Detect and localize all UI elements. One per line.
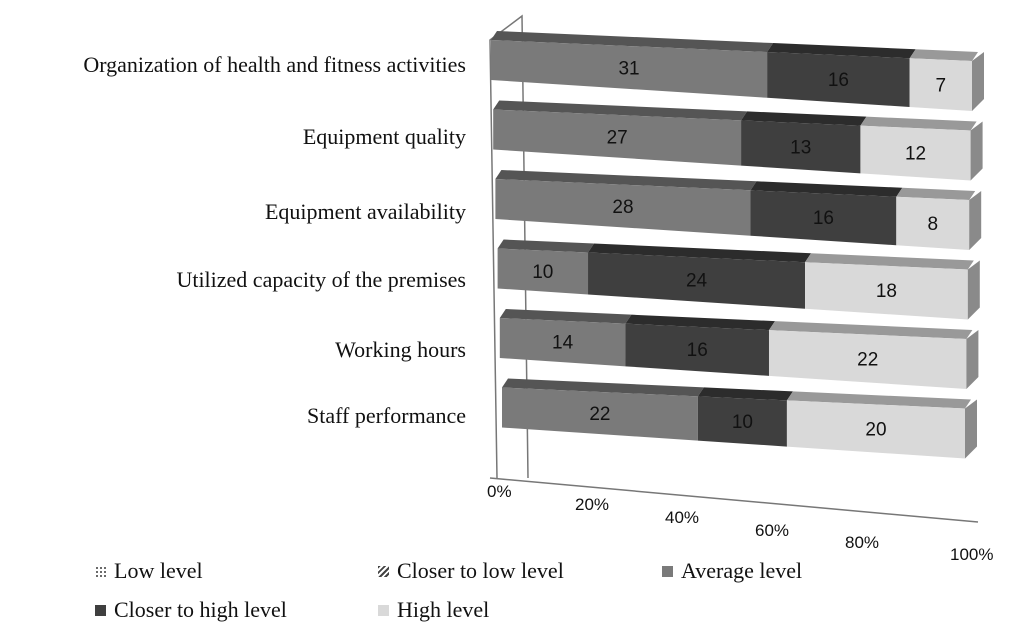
data-label: 10	[732, 412, 753, 433]
x-tick-label: 20%	[575, 495, 609, 514]
bar-segment	[767, 52, 910, 107]
bar-segment-top	[896, 187, 976, 200]
legend-label: Low level	[114, 558, 203, 583]
data-label: 18	[876, 281, 897, 302]
x-tick-label: 60%	[755, 521, 789, 540]
data-label: 16	[813, 208, 834, 229]
legend-swatch-icon	[378, 565, 389, 577]
bar-segment-top	[495, 170, 757, 191]
bar-segment-top	[491, 31, 774, 53]
legend-swatch-icon	[95, 604, 106, 616]
bar-row-4: 14 16 22	[499, 309, 979, 389]
x-tick-label: 80%	[845, 533, 879, 552]
bar-segment-top	[588, 243, 812, 263]
bar-segment-top	[497, 239, 595, 253]
legend-item: Closer to low level	[378, 558, 564, 584]
category-label: Working hours	[335, 337, 466, 362]
bar-segment	[495, 179, 751, 236]
bar-segment	[768, 330, 967, 389]
data-label: 31	[618, 58, 639, 79]
bar-segment-top	[502, 378, 704, 397]
bar-segment	[502, 387, 698, 441]
bar-row-5: 22 10 20	[502, 378, 977, 459]
bar-segment-top	[805, 253, 974, 270]
category-label: Organization of health and fitness activ…	[83, 52, 466, 77]
data-label: 16	[828, 70, 849, 91]
bar-row-1: 27 13 12	[493, 100, 983, 181]
data-label: 16	[687, 340, 708, 361]
data-label: 22	[589, 404, 610, 425]
legend-swatch-icon	[378, 604, 389, 616]
bar-segment-top	[768, 321, 973, 339]
bar-segment	[588, 252, 806, 309]
bar-segment	[805, 262, 968, 320]
bar-row-2: 28 16 8	[495, 170, 982, 250]
bar-segment	[497, 248, 589, 295]
category-label: Equipment quality	[303, 124, 466, 149]
data-label: 7	[936, 75, 947, 96]
legend-swatch-icon	[95, 565, 106, 577]
legend-item: High level	[378, 597, 489, 623]
bar-segment-top	[860, 116, 977, 131]
category-label: Utilized capacity of the premises	[176, 267, 466, 292]
data-label: 22	[857, 350, 878, 371]
bar-segment-top	[499, 309, 632, 324]
bar-segment	[750, 190, 897, 246]
bar-row-0: 31 16 7	[491, 31, 984, 111]
data-label: 24	[686, 271, 708, 292]
bar-end-face	[965, 399, 977, 459]
legend-item: Closer to high level	[95, 597, 287, 623]
legend-label: Closer to high level	[114, 597, 287, 622]
data-label: 27	[607, 127, 628, 148]
x-tick-label: 0%	[487, 482, 512, 501]
legend-label: High level	[397, 597, 490, 622]
bar-segment	[499, 318, 626, 367]
bar-segment	[697, 396, 787, 447]
legend-label: Closer to low level	[397, 558, 564, 583]
data-label: 20	[865, 420, 886, 441]
data-label: 28	[612, 197, 633, 218]
bar-segment-top	[767, 43, 916, 59]
bar-segment	[493, 109, 742, 166]
bar-segment-top	[625, 314, 775, 331]
floor-line	[489, 477, 979, 523]
bar-segment	[909, 58, 972, 111]
data-label: 8	[927, 214, 938, 235]
data-label: 14	[552, 333, 574, 354]
x-tick-label: 100%	[950, 545, 993, 564]
bar-end-face	[966, 330, 979, 389]
bar-segment	[786, 400, 965, 459]
x-tick-label: 40%	[665, 508, 699, 527]
bar-end-face	[967, 260, 980, 320]
bar-row-3: 10 24 18	[497, 239, 980, 320]
data-label: 13	[790, 137, 811, 158]
data-label: 10	[532, 262, 553, 283]
bar-segment-top	[493, 100, 748, 121]
bar-segment-top	[750, 181, 903, 197]
category-label: Equipment availability	[265, 199, 466, 224]
bar-segment	[625, 323, 769, 376]
bar-end-face	[972, 52, 984, 111]
bar-segment-top	[741, 111, 867, 126]
bar-segment	[860, 125, 971, 181]
bar-segment	[896, 196, 970, 250]
data-label: 12	[905, 144, 926, 165]
legend-swatch-icon	[662, 565, 673, 577]
legend-item: Average level	[662, 558, 802, 584]
category-label: Staff performance	[307, 403, 466, 428]
bar-segment-top	[909, 49, 978, 61]
legend-label: Average level	[681, 558, 803, 583]
bar-segment-top	[697, 387, 793, 401]
bar-end-face	[970, 121, 983, 181]
bar-segment-top	[786, 391, 971, 409]
bar-segment	[741, 120, 861, 174]
legend-item: Low level	[95, 558, 203, 584]
bar-end-face	[969, 191, 982, 250]
bar-segment	[491, 40, 768, 98]
